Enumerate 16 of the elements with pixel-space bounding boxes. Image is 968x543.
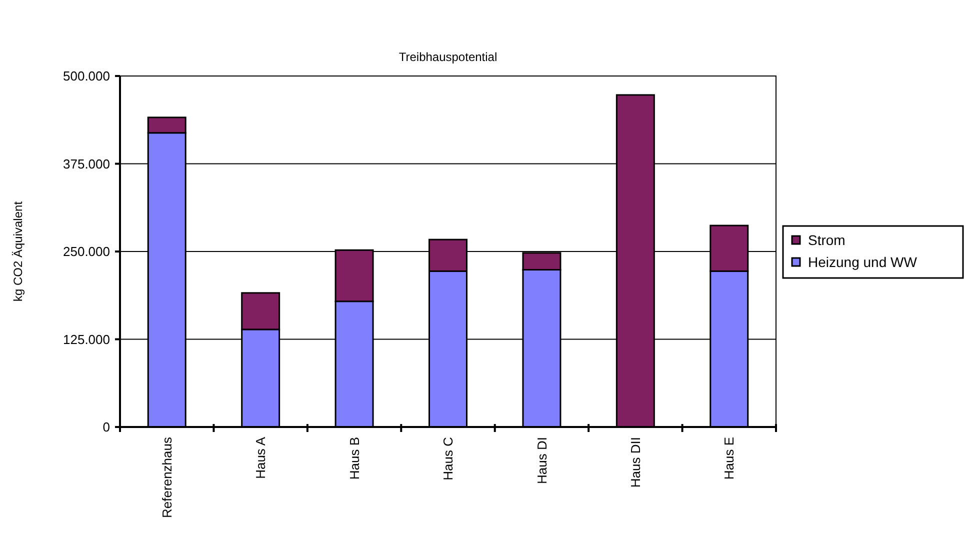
x-tick-label: Haus DII: [628, 437, 643, 488]
y-tick-label: 375.000: [63, 156, 110, 172]
x-tick-label: Haus DI: [534, 437, 550, 484]
y-tick-label: 250.000: [63, 244, 110, 260]
y-tick-label: 500.000: [63, 68, 110, 84]
legend-label: Strom: [808, 232, 846, 248]
y-tick-label: 0: [102, 420, 110, 435]
x-tick-label: Referenzhaus: [159, 436, 174, 518]
chart-title: Treibhauspotential: [398, 50, 498, 64]
y-tick-label: 125.000: [63, 332, 110, 347]
x-tick-label: Haus A: [253, 436, 268, 479]
y-axis-title: kg CO2 Äquivalent: [11, 200, 25, 302]
x-tick-label: Haus E: [722, 436, 737, 480]
legend-label: Heizung und WW: [808, 254, 918, 270]
x-tick-label: Haus C: [440, 437, 456, 480]
x-tick-label: Haus B: [346, 437, 362, 480]
